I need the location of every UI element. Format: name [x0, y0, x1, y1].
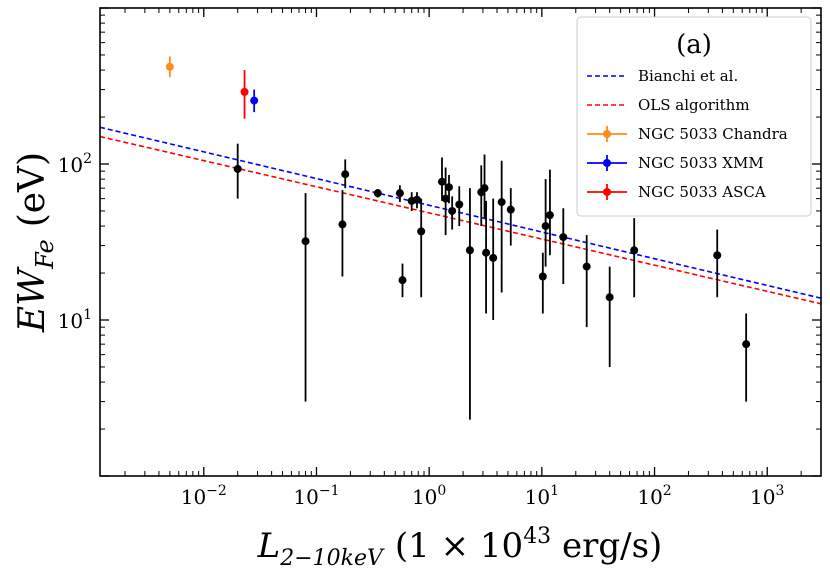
legend-box: [576, 16, 812, 217]
x-tick-label: 102: [637, 483, 671, 509]
y-tick-label: 101: [58, 307, 92, 333]
legend-label: OLS algorithm: [638, 96, 750, 114]
sample-point-marker: [437, 177, 446, 186]
sample-points: [233, 143, 751, 420]
sample-point-18: [482, 200, 491, 314]
sample-point-10: [437, 157, 446, 201]
sample-point-13: [448, 196, 457, 230]
legend-swatch-marker: [603, 130, 611, 138]
sample-point-23: [541, 179, 550, 267]
sample-point-28: [630, 218, 639, 298]
ngc5033-point-marker: [240, 87, 249, 96]
legend-label: NGC 5033 Chandra: [638, 125, 788, 143]
legend-entry-2: NGC 5033 Chandra: [587, 125, 788, 143]
sample-point-8: [412, 192, 421, 209]
sample-point-21: [506, 188, 515, 246]
sample-point-marker: [489, 253, 498, 262]
sample-point-5: [395, 185, 404, 203]
x-tick-label: 10−1: [293, 483, 339, 509]
plot-frame: [99, 7, 822, 477]
sample-point-25: [559, 208, 568, 285]
legend-entry-3: NGC 5033 XMM: [587, 154, 764, 172]
sample-point-marker: [455, 200, 464, 209]
sample-point-marker: [417, 227, 426, 236]
sample-point-11: [441, 167, 450, 236]
sample-point-marker: [233, 164, 242, 173]
x-axis-label: L2−10keV (1 × 1043 erg/s): [257, 524, 663, 569]
sample-point-marker: [541, 222, 550, 231]
sample-point-marker: [742, 340, 751, 349]
legend-swatch-marker: [603, 159, 611, 167]
sample-point-marker: [373, 189, 382, 198]
legend-entry-4: NGC 5033 ASCA: [587, 183, 766, 201]
sample-point-9: [417, 198, 426, 298]
legend-entry-0: Bianchi et al.: [587, 67, 738, 85]
fit-line-0: [100, 126, 821, 299]
legend-label: NGC 5033 ASCA: [638, 183, 766, 201]
sample-point-marker: [448, 206, 457, 215]
sample-point-6: [398, 263, 407, 298]
sample-point-marker: [398, 276, 407, 285]
ngc5033-point-marker: [250, 96, 259, 105]
legend-label: Bianchi et al.: [638, 67, 738, 85]
y-tick-label: 102: [58, 151, 92, 177]
sample-point-22: [538, 252, 547, 314]
ngc5033-point-0: [165, 56, 174, 78]
sample-point-20: [497, 160, 506, 293]
sample-point-marker: [497, 198, 506, 207]
legend-title: (a): [676, 30, 712, 60]
sample-point-marker: [713, 251, 722, 260]
sample-point-marker: [395, 189, 404, 198]
sample-point-2: [338, 190, 347, 277]
ngc5033-point-marker: [165, 62, 174, 71]
sample-point-14: [455, 186, 464, 227]
sample-point-marker: [538, 272, 547, 281]
sample-point-marker: [630, 246, 639, 255]
sample-point-26: [582, 235, 591, 328]
sample-point-27: [605, 266, 614, 367]
sample-point-marker: [301, 237, 310, 246]
sample-point-marker: [506, 205, 515, 214]
axis-ticks: [100, 7, 822, 477]
ngc5033-point-2: [240, 70, 249, 119]
x-tick-label: 103: [750, 483, 784, 509]
sample-point-19: [489, 198, 498, 320]
sample-point-marker: [444, 183, 453, 192]
sample-point-12: [444, 175, 453, 204]
sample-point-marker: [441, 194, 450, 203]
legend-swatch-marker: [603, 188, 611, 196]
sample-point-marker: [482, 248, 491, 257]
sample-point-0: [233, 143, 242, 199]
sample-point-3: [341, 159, 350, 189]
sample-point-marker: [338, 220, 347, 229]
x-tick-label: 101: [525, 483, 559, 509]
sample-point-29: [713, 229, 722, 298]
ngc5033-point-1: [250, 89, 259, 113]
sample-point-marker: [465, 246, 474, 255]
sample-point-marker: [559, 233, 568, 242]
axis-tick-labels: 10−2 10−1 100 101 102 103 101 102: [58, 151, 785, 509]
legend-label: NGC 5033 XMM: [638, 154, 764, 172]
ngc5033-points: [165, 56, 259, 119]
sample-point-marker: [545, 211, 554, 220]
x-tick-label: 10−2: [181, 483, 227, 509]
legend-entry-1: OLS algorithm: [587, 96, 750, 114]
sample-point-marker: [605, 293, 614, 302]
sample-point-24: [545, 169, 554, 256]
fit-line-1: [100, 135, 821, 305]
sample-point-marker: [480, 184, 489, 193]
sample-point-marker: [412, 195, 421, 204]
sample-point-4: [373, 189, 382, 198]
legend: (a) Bianchi et al. OLS algorithm NGC 5033 C…: [576, 16, 812, 217]
sample-point-marker: [582, 262, 591, 271]
sample-point-30: [742, 313, 751, 402]
x-tick-label: 100: [412, 483, 446, 509]
y-axis-label: EWFe(eV): [12, 152, 59, 333]
sample-point-1: [301, 193, 310, 402]
sample-point-15: [465, 188, 474, 420]
sample-point-17: [480, 154, 489, 219]
sample-point-marker: [341, 170, 350, 179]
fit-lines: [100, 126, 821, 305]
